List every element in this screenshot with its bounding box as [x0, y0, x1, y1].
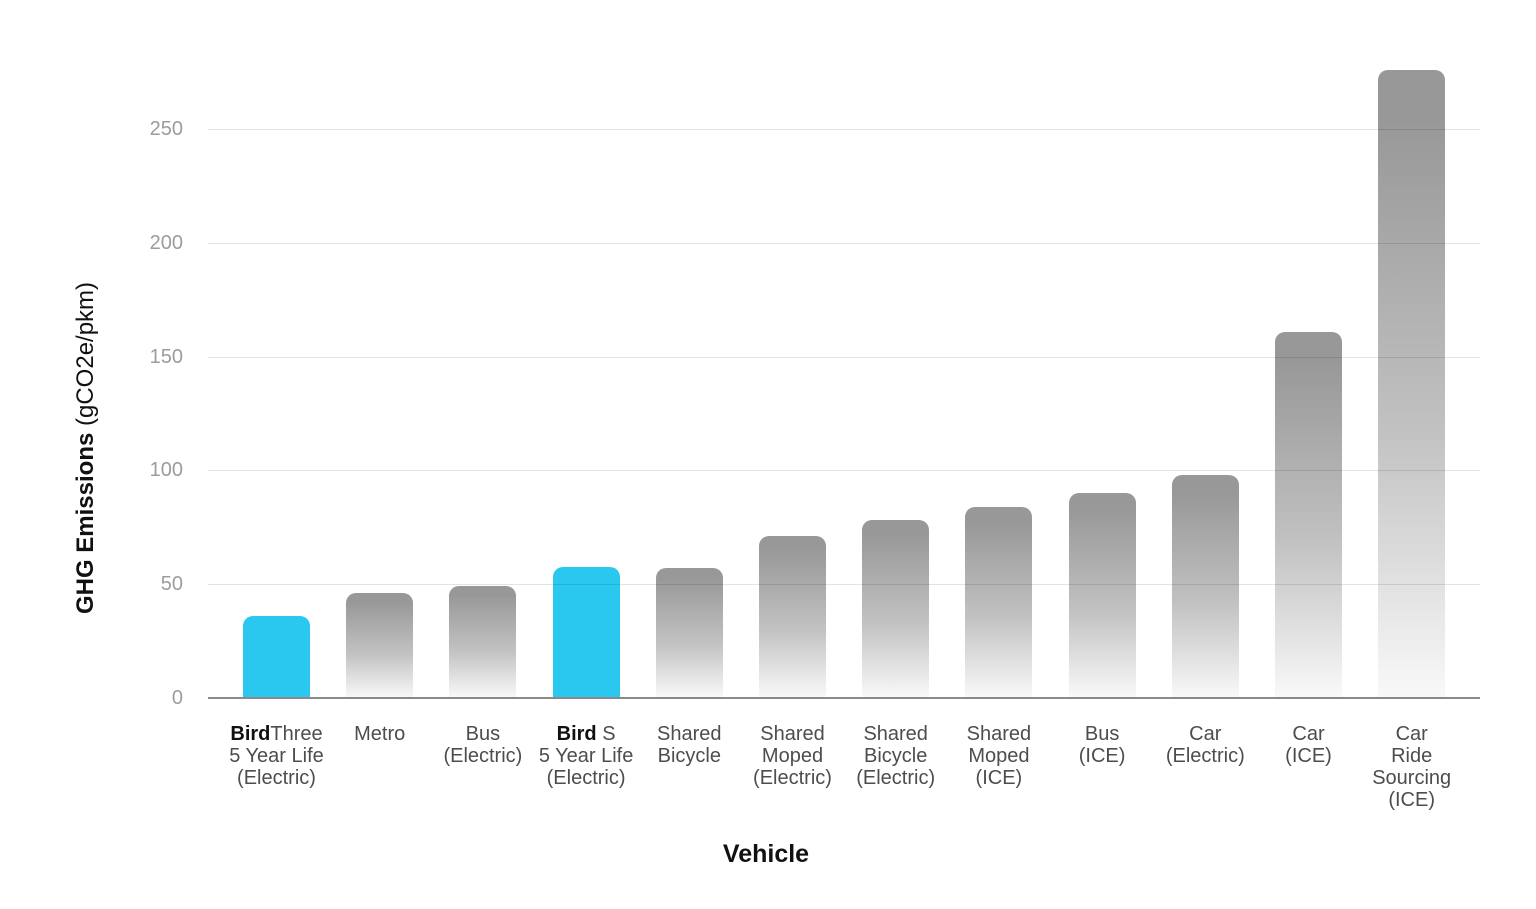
- x-axis-line: [208, 697, 1480, 699]
- x-category-label: Bus (ICE): [1078, 723, 1126, 767]
- x-category-label: Car (ICE): [1285, 723, 1332, 767]
- bar-metro: [346, 593, 414, 698]
- bar-birdthree-5-year-life-electric: [243, 616, 310, 698]
- bar-bird-s-5-year-life-electric: [552, 567, 620, 698]
- bar-car-ride-sourcing-ice: [1378, 69, 1446, 698]
- bar-car-electric: [1171, 474, 1239, 698]
- bar-shared-bicycle-electric: [862, 520, 930, 698]
- bar-bus-electric: [449, 586, 517, 698]
- gridline-50: [208, 584, 1480, 586]
- bar-bus-ice: [1068, 493, 1136, 698]
- gridline-150: [208, 356, 1480, 358]
- x-category-label: Shared Bicycle: [657, 723, 722, 767]
- x-category-label: Car (Electric): [1165, 723, 1245, 767]
- y-tick-label-250: 250: [149, 118, 183, 140]
- x-category-label: Shared Moped (ICE): [966, 723, 1032, 789]
- y-tick-label-200: 200: [149, 231, 183, 254]
- bar-shared-moped-electric: [759, 536, 826, 698]
- x-category-label: Car Ride Sourcing (ICE): [1372, 723, 1452, 811]
- bar-shared-moped-ice: [965, 506, 1033, 698]
- y-tick-label-100: 100: [149, 459, 183, 482]
- x-axis-title: Vehicle: [722, 840, 810, 868]
- bar-car-ice: [1275, 331, 1342, 698]
- x-category-label: Bus (Electric): [443, 723, 523, 767]
- bar-shared-bicycle: [655, 568, 723, 698]
- x-category-label: Metro: [354, 723, 406, 745]
- y-tick-label-50: 50: [160, 573, 183, 596]
- y-axis-title: GHG Emissions (gCO2e/pkm): [72, 282, 100, 614]
- x-category-label: BirdThree 5 Year Life (Electric): [229, 723, 324, 789]
- y-tick-label-150: 150: [149, 345, 183, 368]
- gridline-100: [208, 470, 1480, 472]
- y-tick-label-0: 0: [171, 687, 183, 709]
- gridline-200: [208, 242, 1480, 244]
- x-category-label: Shared Moped (Electric): [753, 723, 832, 789]
- x-category-label: Shared Bicycle (Electric): [856, 723, 936, 789]
- gridline-250: [208, 129, 1480, 130]
